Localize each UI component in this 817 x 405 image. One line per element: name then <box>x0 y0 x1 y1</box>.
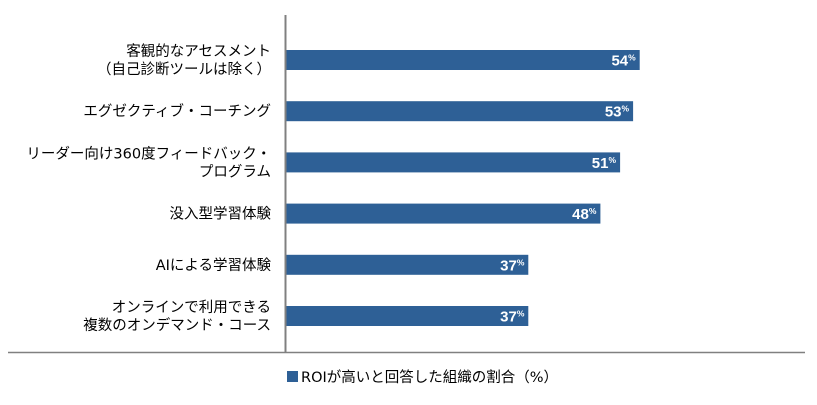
value-label-3: 48% <box>572 206 597 223</box>
category-label-line: 客観的なアセスメント <box>126 43 271 60</box>
bar-2 <box>286 152 621 173</box>
value-label-1: 53% <box>605 104 630 121</box>
category-label-3: 没入型学習体験 <box>170 206 272 223</box>
bar-1 <box>286 101 634 122</box>
value-number: 53 <box>605 104 622 121</box>
category-label-line: リーダー向け360度フィードバック・ <box>26 145 271 162</box>
value-number: 54 <box>611 53 628 70</box>
value-unit: % <box>517 309 525 319</box>
category-label-2: リーダー向け360度フィードバック・プログラム <box>26 145 271 180</box>
value-label-2: 51% <box>592 155 617 172</box>
bars-layer: 54%53%51%48%37%37% <box>286 50 640 326</box>
value-unit: % <box>608 155 616 165</box>
value-number: 37 <box>500 309 517 326</box>
bar-3 <box>286 203 601 224</box>
legend-label: ROIが高いと回答した組織の割合（%） <box>301 369 558 386</box>
category-label-line: AIによる学習体験 <box>156 257 272 274</box>
value-label-4: 37% <box>500 257 525 274</box>
category-label-line: プログラム <box>199 163 271 180</box>
category-label-line: （自己診断ツールは除く） <box>97 61 271 78</box>
category-label-line: オンラインで利用できる <box>112 299 271 316</box>
category-label-line: エグゼクティブ・コーチング <box>83 102 271 120</box>
value-unit: % <box>628 53 636 63</box>
bar-4 <box>286 254 529 275</box>
category-label-line: 複数のオンデマンド・コース <box>83 316 271 334</box>
value-unit: % <box>517 257 525 267</box>
category-label-4: AIによる学習体験 <box>156 257 272 274</box>
bar-5 <box>286 306 529 326</box>
value-number: 37 <box>500 257 517 274</box>
value-label-0: 54% <box>611 53 636 70</box>
legend-swatch <box>287 371 298 382</box>
value-label-5: 37% <box>500 309 525 326</box>
category-labels-layer: 客観的なアセスメント（自己診断ツールは除く） エグゼクティブ・コーチングリーダー向… <box>26 43 271 334</box>
category-label-line: 没入型学習体験 <box>170 206 272 223</box>
category-label-0: 客観的なアセスメント（自己診断ツールは除く） <box>97 43 271 78</box>
value-unit: % <box>589 206 597 216</box>
category-label-5: オンラインで利用できる複数のオンデマンド・コース <box>83 299 271 334</box>
category-label-1: エグゼクティブ・コーチング <box>83 102 271 120</box>
value-number: 51 <box>592 155 609 172</box>
value-unit: % <box>622 104 630 114</box>
bar-0 <box>286 50 640 70</box>
legend: ROIが高いと回答した組織の割合（%） <box>287 369 558 386</box>
value-number: 48 <box>572 206 589 223</box>
